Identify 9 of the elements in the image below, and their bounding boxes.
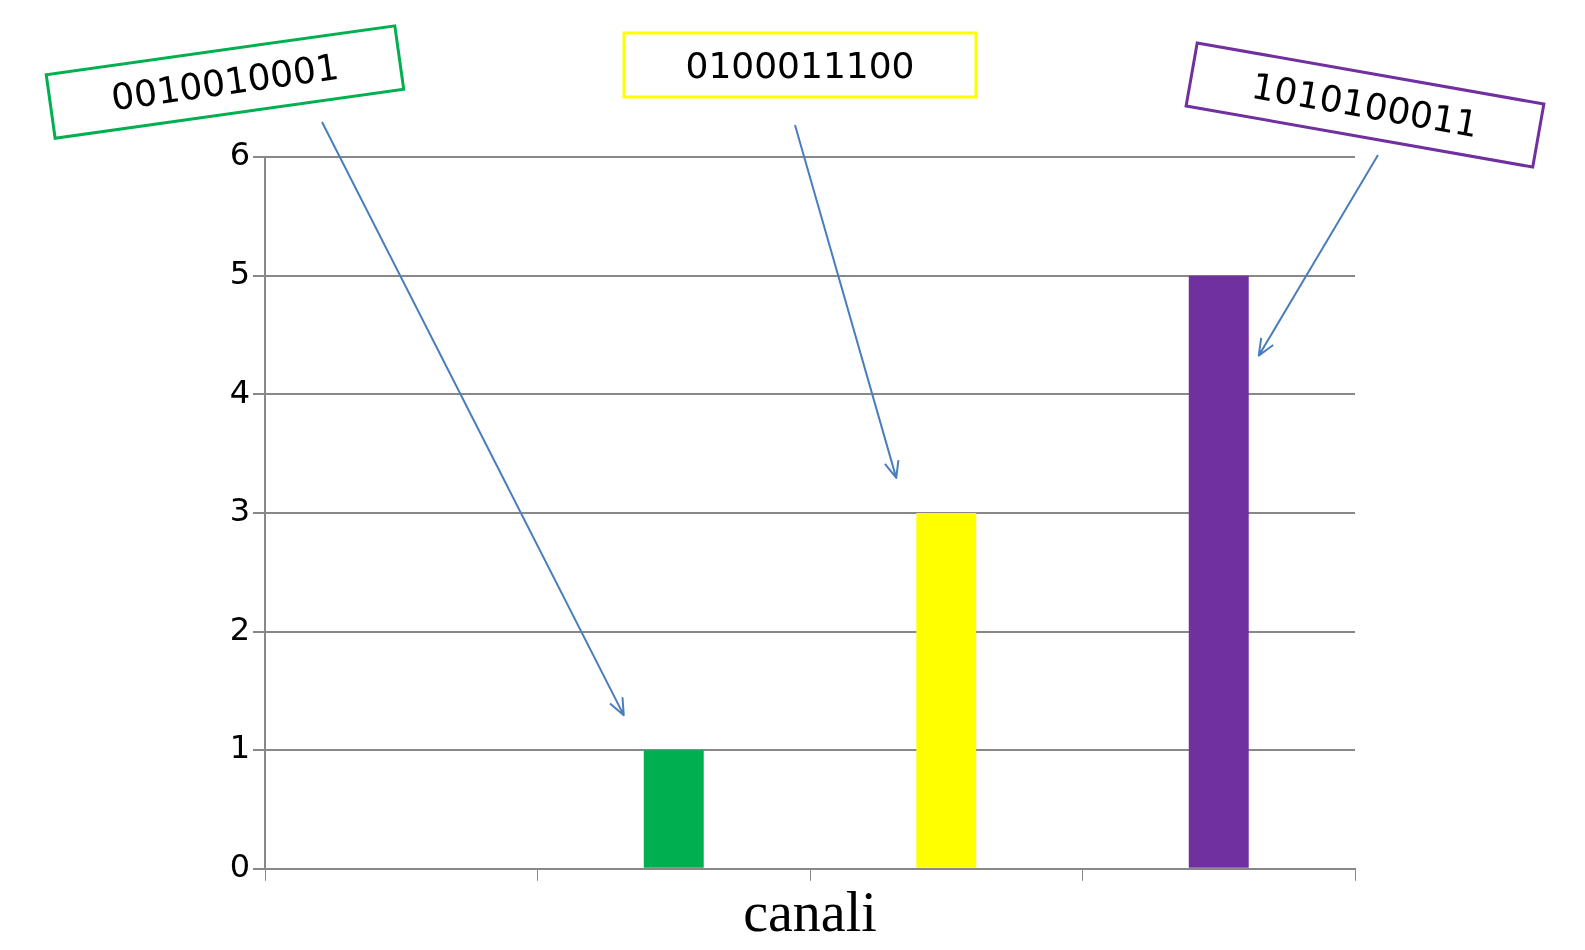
y-tick-label: 0 [229,847,250,886]
label-frame: 0010010001 [44,24,406,140]
y-tick-label: 1 [229,728,250,767]
y-tick-label: 2 [229,609,250,648]
y-tick-label: 3 [229,491,250,530]
x-axis-title: canali [743,881,877,944]
y-tick-label: 4 [229,372,250,411]
label-frame: 0100011100 [622,31,978,99]
y-tick-label: 5 [229,253,250,292]
